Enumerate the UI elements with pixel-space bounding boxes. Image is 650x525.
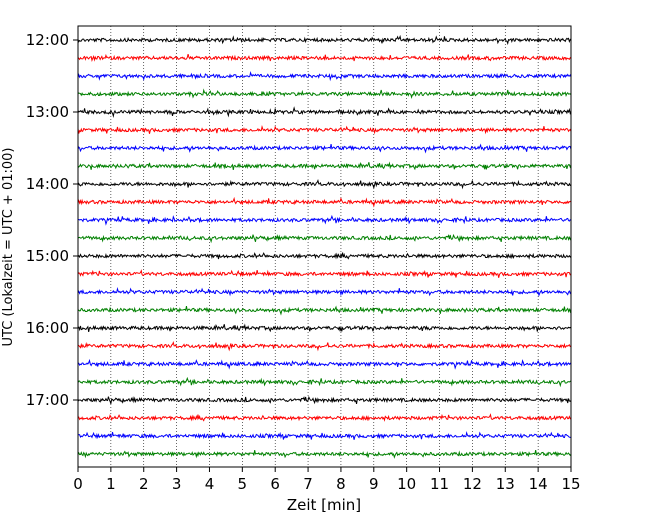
- trace-1345: [77, 161, 572, 171]
- x-tick-label: 5: [238, 475, 248, 493]
- trace-1630: [77, 358, 572, 370]
- y-tick-label: 14:00: [26, 175, 69, 193]
- trace-1700: [77, 395, 572, 405]
- trace-1200: [77, 34, 572, 46]
- y-axis-ticks: 12:00 13:00 14:00 15:00 16:00 17:00: [26, 31, 78, 409]
- trace-1715: [77, 413, 572, 422]
- x-tick-label: 0: [73, 475, 83, 493]
- x-tick-label: 1: [106, 475, 116, 493]
- x-tick-label: 10: [397, 475, 416, 493]
- x-axis-ticks: 0 1 2 3 4 5 6 7 8 9 10 11 12 13 14 15: [73, 467, 581, 493]
- trace-1445: [77, 233, 572, 244]
- trace-1330: [77, 143, 572, 154]
- y-tick-label: 13:00: [26, 103, 69, 121]
- trace-1430: [77, 214, 572, 226]
- x-tick-label: 9: [369, 475, 379, 493]
- x-axis-label: Zeit [min]: [287, 496, 361, 514]
- trace-1645: [77, 376, 572, 388]
- plot-frame: [77, 25, 572, 468]
- trace-1315: [77, 125, 572, 135]
- trace-1515: [77, 269, 572, 278]
- x-tick-label: 7: [303, 475, 313, 493]
- trace-1615: [77, 340, 572, 352]
- x-tick-label: 4: [205, 475, 215, 493]
- x-tick-label: 14: [529, 475, 548, 493]
- trace-1415: [77, 196, 572, 208]
- x-tick-label: 2: [139, 475, 149, 493]
- x-tick-label: 12: [463, 475, 482, 493]
- trace-1400: [77, 178, 572, 190]
- x-tick-label: 6: [270, 475, 280, 493]
- y-axis-label: UTC (Lokalzeit = UTC + 01:00): [1, 148, 16, 347]
- trace-1530: [77, 287, 572, 297]
- x-tick-label: 15: [561, 475, 580, 493]
- trace-1730: [77, 431, 572, 440]
- trace-1215: [77, 53, 572, 62]
- x-tick-label: 8: [336, 475, 346, 493]
- y-tick-label: 17:00: [26, 391, 69, 409]
- trace-1545: [77, 305, 572, 316]
- trace-1300: [77, 106, 572, 118]
- y-tick-label: 15:00: [26, 247, 69, 265]
- x-tick-label: 3: [172, 475, 182, 493]
- y-tick-label: 16:00: [26, 319, 69, 337]
- trace-1230: [77, 71, 572, 82]
- y-tick-label: 12:00: [26, 31, 69, 49]
- trace-1600: [77, 323, 572, 333]
- trace-1500: [77, 252, 572, 260]
- trace-1245: [77, 88, 572, 99]
- x-tick-label: 13: [496, 475, 515, 493]
- trace-layer: [77, 34, 572, 459]
- x-tick-label: 11: [430, 475, 449, 493]
- trace-1745: [77, 449, 572, 459]
